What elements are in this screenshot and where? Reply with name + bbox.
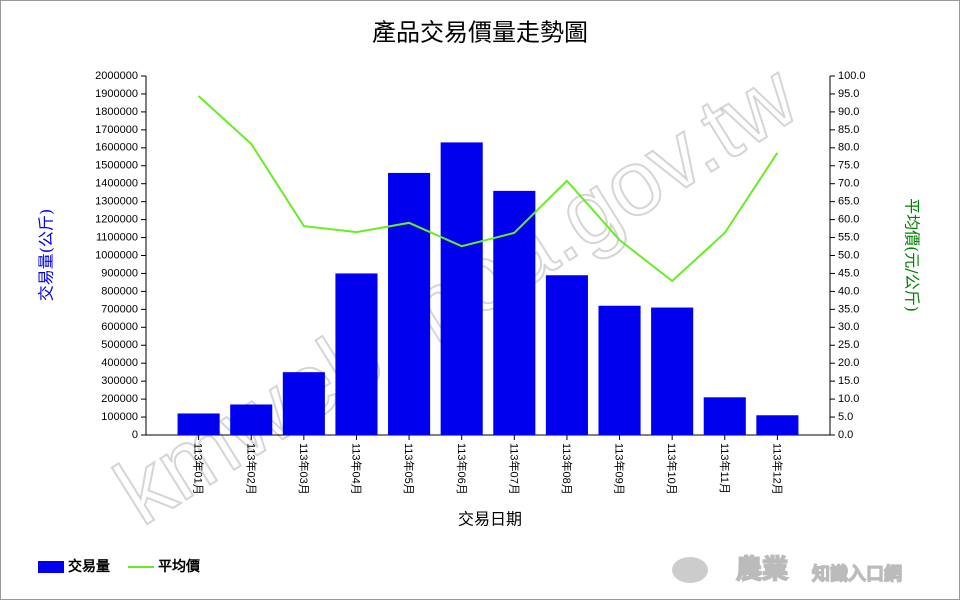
x-tick-label: 113年08月 (560, 443, 574, 495)
y2-tick-label: 35.0 (838, 303, 859, 315)
legend-swatch (38, 561, 64, 573)
y-tick-label: 1100000 (96, 231, 138, 243)
y-tick-label: 1200000 (95, 214, 138, 226)
y2-tick-label: 30.0 (838, 321, 859, 333)
y-tick-label: 500000 (101, 339, 138, 351)
chart-title: 產品交易價量走勢圖 (372, 19, 588, 47)
logo-icon (672, 557, 708, 583)
bar (440, 142, 483, 436)
bar (230, 404, 273, 435)
x-axis-label: 交易日期 (458, 510, 522, 529)
bar (703, 397, 746, 435)
bar (177, 413, 220, 435)
y2-tick-label: 75.0 (838, 160, 859, 172)
x-tick-label: 113年07月 (507, 443, 521, 495)
bar (756, 415, 799, 435)
y2-tick-label: 45.0 (838, 267, 859, 279)
logo-text: 知識入口網 (812, 563, 902, 585)
y-tick-label: 1700000 (95, 124, 138, 136)
y-tick-label: 400000 (101, 357, 138, 369)
y-tick-label: 1800000 (95, 106, 138, 118)
y2-tick-label: 100.0 (838, 70, 866, 82)
y-tick-label: 1600000 (95, 142, 138, 154)
x-tick-label: 113年05月 (402, 443, 416, 495)
x-tick-label: 113年12月 (770, 443, 784, 495)
y-tick-label: 2000000 (95, 70, 138, 82)
y-tick-label: 1400000 (95, 178, 138, 190)
bar (282, 372, 325, 435)
x-tick-label: 113年09月 (613, 443, 627, 495)
y2-tick-label: 70.0 (838, 178, 859, 190)
x-tick-label: 113年04月 (350, 443, 364, 495)
y2-tick-label: 10.0 (838, 393, 859, 405)
y2-tick-label: 85.0 (838, 124, 859, 136)
x-tick-label: 113年06月 (455, 443, 469, 495)
y2-tick-label: 15.0 (838, 375, 859, 387)
y-tick-label: 0 (132, 429, 138, 441)
y2-tick-label: 0.0 (838, 429, 853, 441)
y2-tick-label: 25.0 (838, 339, 859, 351)
line (197, 95, 779, 283)
x-tick-label: 113年02月 (244, 443, 258, 495)
logo: 農業 知識入口網 (672, 554, 903, 586)
y2-tick-label: 60.0 (838, 214, 859, 226)
x-tick-label: 113年10月 (665, 443, 679, 495)
bar (545, 275, 588, 435)
y2-axis-label: 平均價(元/公斤) (903, 198, 922, 312)
bar (651, 307, 694, 435)
y2-tick-label: 40.0 (838, 285, 859, 297)
legend-label: 交易量 (68, 558, 110, 575)
legend-item: 交易量 (38, 558, 110, 575)
legend-label: 平均價 (158, 558, 201, 575)
y2-tick-label: 20.0 (838, 357, 859, 369)
x-tick-label: 113年03月 (297, 443, 311, 495)
y-tick-label: 700000 (101, 303, 138, 315)
y2-tick-label: 50.0 (838, 249, 859, 261)
y-tick-label: 900000 (101, 267, 138, 279)
bar (493, 190, 536, 435)
x-tick-label: 113年11月 (718, 443, 732, 494)
y2-tick-label: 5.0 (838, 411, 853, 423)
x-tick-label: 113年01月 (192, 443, 206, 495)
legend-item: 平均價 (128, 558, 201, 575)
y-tick-label: 1300000 (95, 196, 138, 208)
y2-tick-label: 80.0 (838, 142, 859, 154)
y2-tick-label: 95.0 (838, 88, 859, 100)
logo-text: 農業 (736, 555, 788, 585)
y-tick-label: 100000 (101, 411, 138, 423)
bar (335, 273, 378, 435)
y-tick-label: 800000 (101, 285, 138, 297)
y-axis-label: 交易量(公斤) (37, 209, 56, 302)
y-tick-label: 300000 (101, 375, 138, 387)
bar (598, 305, 641, 435)
y-tick-label: 600000 (101, 321, 138, 333)
y-tick-label: 1900000 (95, 88, 138, 100)
y-tick-label: 200000 (101, 393, 138, 405)
y-tick-label: 1500000 (95, 160, 138, 172)
y2-tick-label: 90.0 (838, 106, 859, 118)
bar (388, 172, 431, 435)
y2-tick-label: 55.0 (838, 231, 859, 243)
y2-tick-label: 65.0 (838, 196, 859, 208)
y-tick-label: 1000000 (95, 249, 138, 261)
